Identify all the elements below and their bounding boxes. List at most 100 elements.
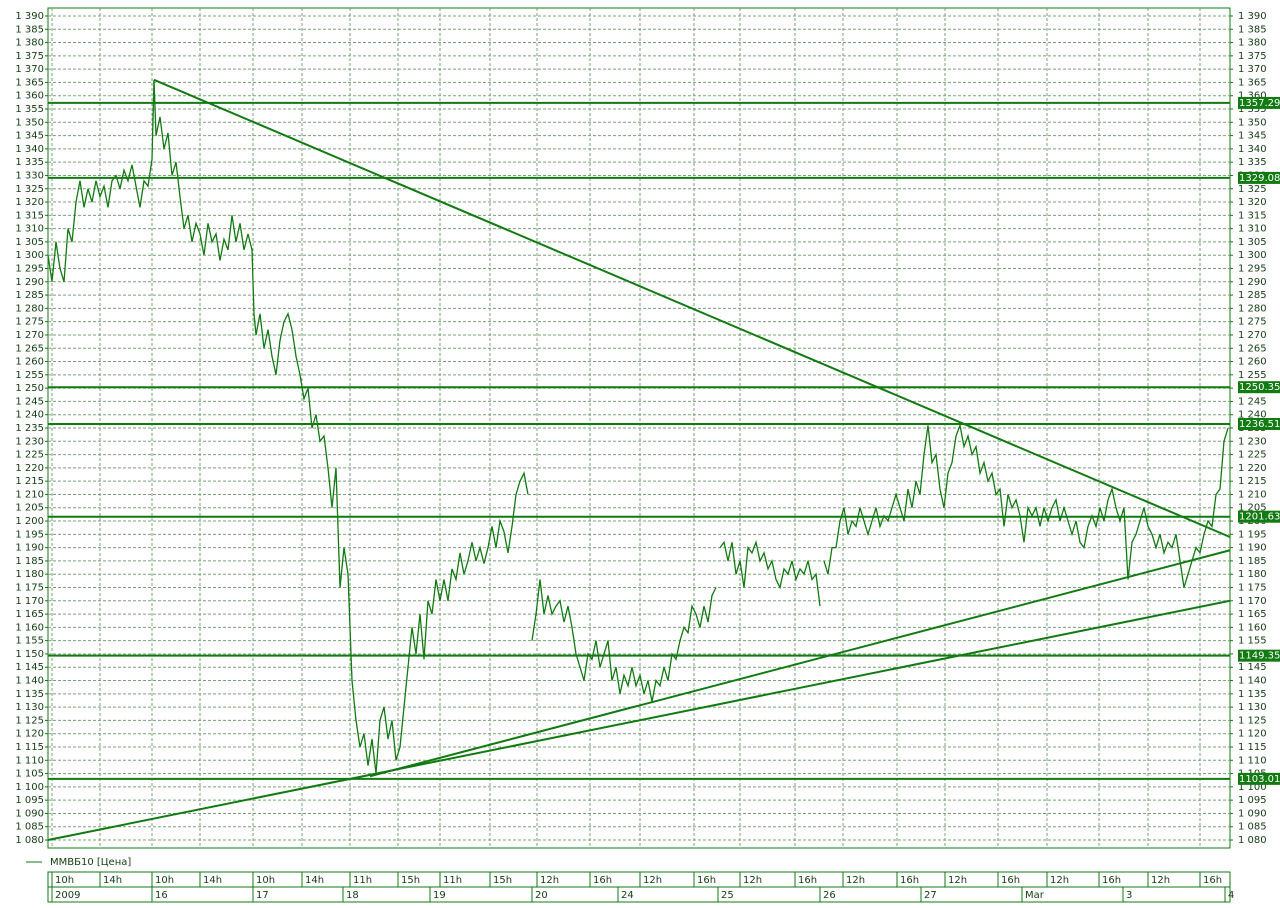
x-tick-label: 15h <box>493 875 512 886</box>
level-label-box <box>1238 772 1280 785</box>
y2-tick-label: 1 140 <box>1238 676 1267 687</box>
date-tick-label: Mar <box>1025 890 1045 901</box>
y2-tick-label: 1 225 <box>1238 450 1267 461</box>
y-tick-label: 1 110 <box>15 755 44 766</box>
x-tick-label: 11h <box>353 875 372 886</box>
level-label-box <box>1238 649 1280 662</box>
y-tick-label: 1 245 <box>15 396 44 407</box>
y-tick-label: 1 205 <box>15 503 44 514</box>
trend-line <box>47 599 1231 842</box>
y2-tick-label: 1 375 <box>1238 51 1267 62</box>
y2-tick-label: 1 185 <box>1238 556 1267 567</box>
y2-tick-label: 1 270 <box>1238 330 1267 341</box>
trend-line <box>153 78 1231 538</box>
y-tick-label: 1 155 <box>15 636 44 647</box>
x-tick-label: 14h <box>305 875 324 886</box>
y2-tick-label: 1 370 <box>1238 64 1267 75</box>
y-tick-label: 1 290 <box>15 277 44 288</box>
y2-tick-label: 1 195 <box>1238 529 1267 540</box>
date-tick-label: 18 <box>346 890 359 901</box>
x-tick-label: 12h <box>948 875 967 886</box>
y-tick-label: 1 090 <box>15 808 44 819</box>
y2-tick-label: 1 245 <box>1238 396 1267 407</box>
level-label-box <box>1238 510 1280 523</box>
date-tick-label: 25 <box>721 890 734 901</box>
x-tick-label: 10h <box>55 875 74 886</box>
y2-tick-label: 1 285 <box>1238 290 1267 301</box>
x-tick-label: 16h <box>798 875 817 886</box>
x-tick-label: 14h <box>103 875 122 886</box>
y-tick-label: 1 230 <box>15 436 44 447</box>
y-tick-label: 1 255 <box>15 370 44 381</box>
date-tick-label: 27 <box>924 890 937 901</box>
x-tick-label: 16h <box>1001 875 1020 886</box>
y-tick-label: 1 295 <box>15 264 44 275</box>
y-tick-label: 1 125 <box>15 715 44 726</box>
y-tick-label: 1 160 <box>15 622 44 633</box>
y-tick-label: 1 385 <box>15 24 44 35</box>
y-tick-label: 1 275 <box>15 317 44 328</box>
y2-tick-label: 1 355 <box>1238 104 1267 115</box>
y2-tick-label: 1 230 <box>1238 436 1267 447</box>
y-tick-label: 1 325 <box>15 184 44 195</box>
level-label: 1201.63 <box>1239 512 1280 523</box>
x-tick-label: 12h <box>1050 875 1069 886</box>
level-label: 1149.35 <box>1239 651 1280 662</box>
x-tick-label: 12h <box>743 875 762 886</box>
y-tick-label: 1 185 <box>15 556 44 567</box>
y2-tick-label: 1 205 <box>1238 503 1267 514</box>
y2-tick-label: 1 115 <box>1238 742 1267 753</box>
y2-tick-label: 1 215 <box>1238 476 1267 487</box>
x-tick-label: 12h <box>1151 875 1170 886</box>
y-tick-label: 1 105 <box>15 769 44 780</box>
y-tick-label: 1 170 <box>15 596 44 607</box>
level-label-box <box>1238 171 1280 184</box>
y-tick-label: 1 305 <box>15 237 44 248</box>
x-tick-label: 15h <box>401 875 420 886</box>
y-tick-label: 1 350 <box>15 117 44 128</box>
trend-line <box>369 549 1231 778</box>
y2-tick-label: 1 180 <box>1238 569 1267 580</box>
y-tick-label: 1 100 <box>15 782 44 793</box>
date-tick-label: 20 <box>535 890 548 901</box>
y-tick-label: 1 165 <box>15 609 44 620</box>
y-tick-label: 1 130 <box>15 702 44 713</box>
y-tick-label: 1 280 <box>15 303 44 314</box>
y2-tick-label: 1 210 <box>1238 489 1267 500</box>
y-tick-label: 1 360 <box>15 91 44 102</box>
y-tick-label: 1 335 <box>15 157 44 168</box>
y2-tick-label: 1 275 <box>1238 317 1267 328</box>
y2-tick-label: 1 255 <box>1238 370 1267 381</box>
price-line <box>47 79 1229 774</box>
y2-tick-label: 1 165 <box>1238 609 1267 620</box>
level-label: 1103.01 <box>1239 774 1280 785</box>
y-tick-label: 1 180 <box>15 569 44 580</box>
x-tick-label: 10h <box>256 875 275 886</box>
y2-tick-label: 1 175 <box>1238 582 1267 593</box>
y-tick-label: 1 345 <box>15 131 44 142</box>
y2-tick-label: 1 290 <box>1238 277 1267 288</box>
y-tick-label: 1 115 <box>15 742 44 753</box>
x-tick-label: 16h <box>593 875 612 886</box>
date-tick-label: 26 <box>823 890 836 901</box>
y2-tick-label: 1 135 <box>1238 689 1267 700</box>
level-label: 1250.35 <box>1239 382 1280 393</box>
y-tick-label: 1 135 <box>15 689 44 700</box>
y2-tick-label: 1 240 <box>1238 410 1267 421</box>
legend-label: ММВБ10 [Цена] <box>50 857 131 868</box>
y2-tick-label: 1 385 <box>1238 24 1267 35</box>
x-tick-label: 14h <box>203 875 222 886</box>
date-tick-label: 24 <box>621 890 634 901</box>
y2-tick-label: 1 095 <box>1238 795 1267 806</box>
y2-tick-label: 1 315 <box>1238 210 1267 221</box>
y-tick-label: 1 315 <box>15 210 44 221</box>
y2-tick-label: 1 145 <box>1238 662 1267 673</box>
y2-tick-label: 1 280 <box>1238 303 1267 314</box>
y2-tick-label: 1 100 <box>1238 782 1267 793</box>
y2-tick-label: 1 340 <box>1238 144 1267 155</box>
y2-tick-label: 1 305 <box>1238 237 1267 248</box>
y-tick-label: 1 310 <box>15 224 44 235</box>
y-tick-label: 1 340 <box>15 144 44 155</box>
y-tick-label: 1 220 <box>15 463 44 474</box>
